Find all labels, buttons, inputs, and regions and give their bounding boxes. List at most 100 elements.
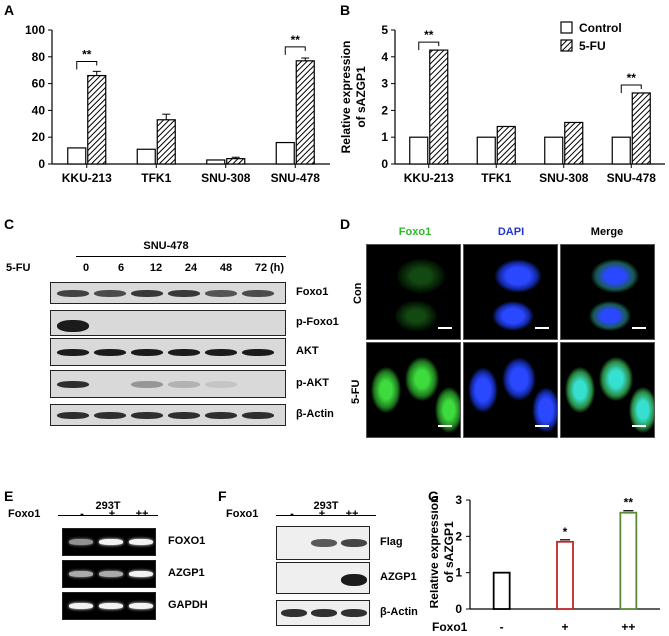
x-tick-label: SNU-308: [201, 171, 251, 185]
x-tick-label: TFK1: [141, 171, 171, 185]
time-label: 24: [184, 262, 198, 274]
dna-band: [99, 603, 123, 609]
protein-band: [131, 381, 163, 388]
dna-band: [99, 539, 123, 545]
bar-control: [67, 147, 87, 165]
bar-5fu: [429, 49, 449, 165]
y-tick-label: 100: [25, 23, 45, 37]
dna-band: [129, 539, 153, 545]
protein-band: [57, 381, 89, 388]
protein-band: [311, 609, 337, 617]
x-tick-label: SNU-478: [607, 171, 657, 185]
gel-e-title: 293T: [95, 500, 121, 512]
significance-stars: **: [627, 71, 637, 85]
significance-stars: **: [624, 496, 634, 510]
chart-a: 0 20 40 60 80 100 KKU-213 ** TFK1 SNU-308 SNU-478 *…: [25, 23, 330, 185]
y-tick-label: 20: [32, 130, 46, 144]
protein-band: [168, 381, 200, 388]
bar: [492, 571, 511, 610]
y-axis-label-line: Relative expression: [339, 41, 353, 154]
blot-f-treatment: Foxo1: [226, 508, 259, 520]
dna-band: [69, 603, 93, 609]
protein-band: [94, 349, 126, 356]
y-axis-label-line: Relative expression: [430, 496, 441, 609]
y-tick-label: 0: [38, 157, 45, 171]
scale-bar: [632, 425, 646, 427]
bar-control: [544, 136, 564, 165]
micro-column-label: DAPI: [497, 226, 525, 238]
cell: [502, 357, 536, 401]
cell: [565, 367, 595, 413]
bar-5fu: [496, 125, 516, 165]
blot-strip: [50, 370, 286, 398]
cell: [492, 301, 534, 331]
legend-label-control: Control: [579, 21, 622, 35]
bar-5fu: [631, 92, 651, 165]
y-axis-label: Relative expressionof sAZGP1: [430, 496, 456, 609]
protein-band: [131, 412, 163, 419]
blot-c-title: SNU-478: [143, 240, 189, 252]
blot-strip: [50, 404, 286, 426]
panel-label-a: A: [4, 2, 15, 18]
scale-bar: [535, 425, 549, 427]
blot-c-title-line: [76, 256, 286, 257]
micro-row-label: 5-FU: [350, 379, 362, 404]
protein-band: [205, 381, 237, 388]
protein-band: [94, 412, 126, 419]
blot-c-time-labels: 0 6 12 24 48 72: [56, 262, 296, 276]
lane-label: +: [108, 508, 116, 520]
blot-strip: [276, 562, 370, 594]
cell: [591, 259, 639, 293]
bar-control: [476, 136, 496, 165]
time-label: 12: [149, 262, 163, 274]
cell: [599, 357, 633, 401]
y-tick-label: 1: [381, 130, 388, 144]
protein-band: [341, 609, 367, 617]
x-tick-label: ++: [621, 620, 635, 634]
significance-stars: *: [563, 525, 568, 539]
panel-label-f: F: [218, 488, 227, 504]
protein-band: [281, 609, 307, 617]
protein-band: [242, 290, 274, 297]
scale-bar: [438, 425, 452, 427]
bar-5fu: [295, 60, 315, 165]
panel-label-g: G: [428, 488, 439, 504]
y-axis-label-line: of sAZGP1: [442, 521, 456, 583]
blot-strip: [50, 338, 286, 366]
blot-strip: [50, 310, 286, 336]
y-tick-label: 0: [381, 157, 388, 171]
micro-image: [366, 244, 461, 340]
blot-row-label: AZGP1: [380, 571, 417, 583]
blot-c-unit: (h): [270, 262, 285, 274]
protein-band: [94, 290, 126, 297]
cell: [468, 367, 498, 413]
blot-strip: [50, 282, 286, 304]
dna-band: [129, 571, 153, 577]
y-tick-label: 80: [32, 50, 46, 64]
y-tick-label: 2: [381, 103, 388, 117]
protein-band: [57, 349, 89, 356]
x-axis-label: Foxo1: [432, 620, 468, 634]
panel-label-c: C: [4, 216, 15, 232]
bar-5fu: [87, 74, 107, 165]
chart-b: 0 1 2 3 4 5 Relative expressionof sAZGP1 KKU-21…: [339, 21, 665, 185]
gel-row-label: FOXO1: [168, 535, 206, 547]
blot-row-label: β-Actin: [296, 408, 334, 420]
time-label: 6: [117, 262, 125, 274]
protein-band: [57, 290, 89, 297]
scale-bar: [438, 327, 452, 329]
cell: [589, 301, 631, 331]
legend-label-5fu: 5-FU: [579, 39, 606, 53]
bar: [556, 540, 574, 610]
bar-5fu: [226, 158, 246, 165]
cell: [371, 367, 401, 413]
blot-row-label: p-Foxo1: [296, 316, 339, 328]
blot-f-title-line: [276, 515, 376, 516]
time-label: 72: [254, 262, 268, 274]
protein-band: [131, 349, 163, 356]
protein-band: [57, 412, 89, 419]
micro-image: [560, 342, 655, 438]
protein-band: [168, 290, 200, 297]
lane-label: -: [80, 508, 84, 520]
